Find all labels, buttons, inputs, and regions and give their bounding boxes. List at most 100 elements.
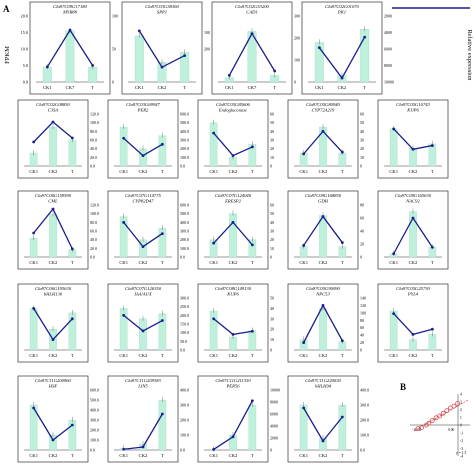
category-tick-label: CK2 <box>338 85 347 90</box>
relative-tick-label: 150.0 <box>180 322 189 327</box>
fpkm-bar <box>209 310 218 351</box>
relative-tick-label: 30 <box>270 316 274 321</box>
category-tick-label: CK2 <box>409 169 418 174</box>
scatter-equation: y = 1.3 <box>456 451 466 455</box>
relative-tick-label: 200.0 <box>180 237 189 242</box>
relative-expression-point <box>141 445 145 449</box>
relative-tick-label: 0.0 <box>360 448 365 453</box>
relative-tick-label: 60 <box>270 203 274 208</box>
category-tick-label: CK2 <box>229 260 238 265</box>
gene-id-title: Cla97C07G114775 <box>125 193 161 198</box>
relative-tick-label: 60 <box>270 112 274 117</box>
relative-tick-label: 2000 <box>270 436 278 441</box>
relative-tick-label: 0 <box>360 348 362 353</box>
panel-frame <box>197 190 269 270</box>
relative-expression-point <box>430 144 434 147</box>
gene-id-title: Cla97C03G58360 <box>145 4 179 9</box>
relative-tick-label: 0.0 <box>90 255 95 260</box>
gene-id-title: Cla97C11G220030 <box>305 378 341 383</box>
relative-tick-label: 500.0 <box>180 211 189 216</box>
panel-frame <box>301 1 383 95</box>
relative-tick-label: 400.0 <box>180 388 189 393</box>
panel-frame <box>107 190 179 270</box>
relative-expression-point <box>32 406 36 410</box>
relative-tick-label: 100 <box>360 310 366 315</box>
fpkm-bar <box>229 213 237 258</box>
relative-expression-point <box>321 304 325 307</box>
category-tick-label: CK1 <box>389 169 398 174</box>
gene-id-title: Cla97C06G159590 <box>35 193 72 198</box>
relative-expression-point <box>141 245 145 249</box>
gene-name-title: PER2 <box>137 108 149 113</box>
gene-id-title: Cla97C08G149130 <box>215 286 252 291</box>
gene-id-title: Cla97C02G08850 <box>36 102 70 107</box>
relative-tick-label: 60 <box>360 216 364 221</box>
relative-expression-point <box>392 127 396 131</box>
relative-expression-line <box>318 36 366 80</box>
category-tick-label: CK2 <box>229 453 238 458</box>
relative-tick-label: 100.0 <box>180 433 189 438</box>
gene-name-title: C3SA <box>48 108 59 113</box>
relative-expression-point <box>363 35 367 39</box>
gene-name-title: CYP82D47 <box>133 199 155 204</box>
relative-expression-point <box>302 244 306 247</box>
panel-letter-a: A <box>3 4 10 14</box>
relative-tick-label: 250.0 <box>180 304 189 309</box>
relative-expression-point <box>231 220 235 224</box>
relative-tick-label: 200.0 <box>180 313 189 318</box>
relative-expression-point <box>321 439 325 443</box>
relative-tick-label: 80 <box>360 203 364 208</box>
category-tick-label: CK1 <box>315 85 324 90</box>
fpkm-tick-label: 5.0 <box>23 63 28 68</box>
relative-tick-label: 20 <box>270 237 274 242</box>
panel-frame <box>287 190 359 270</box>
scatter-y-tick: 1 <box>460 416 462 420</box>
relative-expression-point <box>392 312 396 315</box>
scatter-point <box>451 403 457 409</box>
relative-expression-point <box>32 231 36 235</box>
category-tick-label: CK1 <box>119 453 128 458</box>
category-tick-label: CK2 <box>319 353 328 358</box>
gene-id-title: Cla97C02G01070 <box>325 4 359 9</box>
fpkm-bar <box>88 67 98 83</box>
relative-tick-label: 200.0 <box>180 418 189 423</box>
category-tick-label: CK2 <box>158 85 167 90</box>
gene-id-title: Cla97C05G85606 <box>216 102 250 107</box>
fpkm-tick-label: 20.0 <box>21 14 28 19</box>
fpkm-tick-label: 15.0 <box>21 30 28 35</box>
scatter-point <box>433 415 439 421</box>
scatter-trend-line <box>413 399 469 432</box>
relative-tick-label: 0.0 <box>180 348 185 353</box>
category-tick-label: CK2 <box>139 260 148 265</box>
relative-tick-label: 10 <box>270 337 274 342</box>
relative-tick-label: 4000 <box>384 30 392 35</box>
relative-expression-point <box>231 154 235 158</box>
relative-tick-label: 200 <box>294 36 300 41</box>
gene-id-title: Cla97C07G124040 <box>215 193 252 198</box>
relative-tick-label: 0.0 <box>90 164 95 169</box>
relative-expression-point <box>231 435 235 439</box>
gene-name-title: ERESP2 <box>224 199 242 204</box>
gene-id-title: Cla97C05G10743 <box>396 102 430 107</box>
relative-tick-label: 120.0 <box>90 112 99 117</box>
fpkm-tick-label: 10.0 <box>21 47 28 52</box>
scatter-y-tick: 2 <box>460 408 462 412</box>
panel-frame <box>17 283 89 363</box>
fpkm-bar <box>134 35 144 83</box>
scatter-point <box>440 410 446 416</box>
relative-expression-point <box>51 438 55 442</box>
panel-frame <box>287 283 359 363</box>
fpkm-bar <box>65 30 75 83</box>
gene-id-title: Cla97C09G165630 <box>395 193 432 198</box>
relative-tick-label: 0 <box>294 80 296 85</box>
relative-expression-point <box>430 327 434 331</box>
category-tick-label: CK1 <box>119 260 128 265</box>
relative-expression-point <box>122 136 126 140</box>
